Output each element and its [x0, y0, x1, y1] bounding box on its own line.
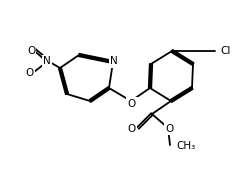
Text: O: O [27, 46, 35, 56]
Text: N: N [110, 56, 118, 66]
Text: O: O [165, 124, 173, 134]
Text: N: N [43, 56, 51, 66]
Text: Cl: Cl [220, 46, 230, 56]
Text: CH₃: CH₃ [176, 141, 195, 151]
Text: O: O [26, 68, 34, 78]
Text: O: O [128, 124, 136, 134]
Text: O: O [128, 99, 136, 109]
